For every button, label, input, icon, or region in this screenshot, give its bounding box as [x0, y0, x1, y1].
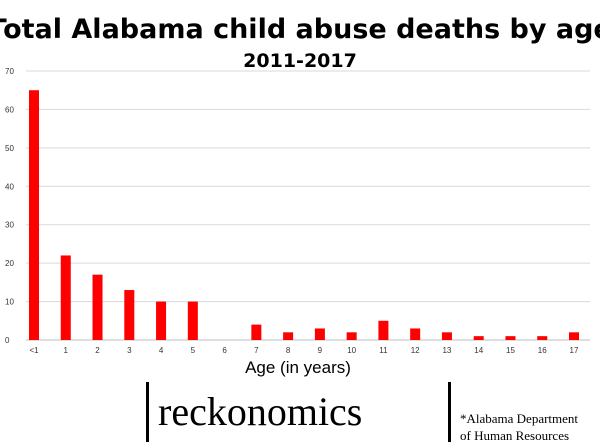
bar-2: [92, 274, 103, 340]
x-tick-label: 6: [222, 346, 227, 355]
x-tick-label: 17: [570, 346, 579, 355]
bar-7: [251, 324, 262, 340]
x-axis-ticks: <1 1 2 3 4 5 6 7 8 9 10 11 12 13 14 15 16 17: [29, 346, 579, 355]
y-axis-ticks: 0 10 20 30 40 50 60 70: [5, 67, 14, 345]
gridlines: [26, 70, 590, 341]
logo-text: reckonomics: [158, 389, 362, 434]
y-tick-label: 50: [5, 144, 14, 153]
bars: [29, 90, 579, 340]
bar-11: [378, 320, 389, 340]
x-tick-label: 11: [379, 346, 388, 355]
x-tick-label: 1: [64, 346, 69, 355]
source-line-1: *Alabama Department: [460, 411, 578, 426]
x-tick-label: 5: [191, 346, 196, 355]
logo-right-bar: [448, 382, 451, 442]
bar-12: [410, 328, 421, 340]
x-tick-label: 14: [474, 346, 483, 355]
chart-subtitle: 2011-2017: [243, 50, 357, 72]
x-tick-label: 10: [347, 346, 356, 355]
y-tick-label: 20: [5, 259, 14, 268]
y-tick-label: 40: [5, 182, 14, 191]
x-tick-label: 4: [159, 346, 164, 355]
logo-left-bar: [146, 382, 149, 442]
x-tick-label: <1: [29, 346, 39, 355]
y-tick-label: 30: [5, 221, 14, 230]
bar-5: [187, 301, 198, 340]
x-tick-label: 16: [538, 346, 547, 355]
y-tick-label: 60: [5, 105, 14, 114]
bar-4: [156, 301, 167, 340]
x-tick-label: 13: [442, 346, 451, 355]
source-line-2: of Human Resources: [460, 428, 569, 443]
bar-3: [124, 290, 135, 340]
bar-15: [505, 336, 516, 340]
y-tick-label: 10: [5, 298, 14, 307]
y-tick-label: 0: [5, 336, 10, 345]
x-tick-label: 15: [506, 346, 515, 355]
bar-13: [441, 332, 452, 340]
x-tick-label: 2: [95, 346, 100, 355]
bar-14: [473, 336, 484, 340]
x-tick-label: 8: [286, 346, 291, 355]
x-tick-label: 7: [254, 346, 259, 355]
x-tick-label: 3: [127, 346, 132, 355]
bar-10: [346, 332, 357, 340]
x-tick-label: 9: [318, 346, 323, 355]
bar-16: [537, 336, 548, 340]
bar-17: [569, 332, 579, 340]
brand-logo: reckonomics: [146, 382, 451, 442]
x-axis-label: Age (in years): [245, 358, 351, 377]
bar-8: [283, 332, 294, 340]
y-tick-label: 70: [5, 67, 14, 76]
chart-title: Total Alabama child abuse deaths by age: [0, 14, 600, 45]
bar-1: [60, 255, 71, 340]
bar-9: [314, 328, 325, 340]
x-tick-label: 12: [411, 346, 420, 355]
bar-0: [29, 90, 39, 340]
